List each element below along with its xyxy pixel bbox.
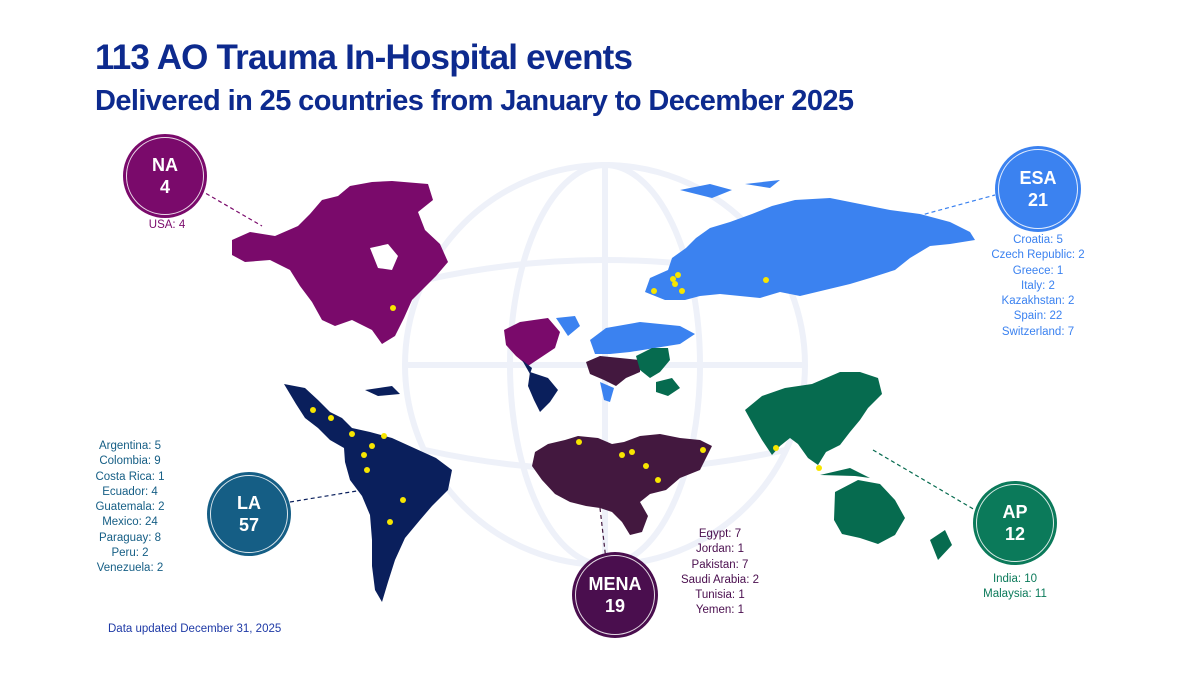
ap-region-shape — [745, 372, 882, 465]
esa-region-shape — [645, 198, 975, 300]
country-item: Paraguay: 8 — [98, 531, 161, 544]
data-updated-note: Data updated December 31, 2025 — [108, 623, 282, 635]
la-region-badge[interactable]: LA 57 — [207, 472, 291, 556]
ap-region-total: 12 — [1004, 524, 1026, 544]
na-leader-line — [199, 189, 263, 227]
ap-region-badge[interactable]: AP 12 — [973, 481, 1057, 565]
country-item: Kazakhstan: 2 — [1001, 295, 1075, 308]
na-region-shape — [232, 181, 448, 344]
country-item: Jordan: 1 — [696, 543, 744, 556]
na-country-list: USA: 4 — [127, 218, 207, 233]
esa-region-badge[interactable]: ESA 21 — [995, 146, 1081, 232]
country-item: Costa Rica: 1 — [95, 470, 165, 483]
mena-region-code: MENA — [588, 574, 642, 594]
country-item: Tunisia: 1 — [695, 589, 745, 602]
ap-region-code: AP — [1002, 502, 1028, 522]
country-item: Argentina: 5 — [98, 440, 161, 452]
la-region-total: 57 — [238, 515, 260, 535]
country-item: Malaysia: 11 — [983, 588, 1047, 601]
country-item: Croatia: 5 — [1013, 234, 1063, 246]
mena-region-total: 19 — [604, 596, 626, 616]
country-item: Spain: 22 — [1013, 310, 1063, 323]
country-item: Greece: 1 — [1012, 264, 1064, 277]
country-item: Italy: 2 — [1021, 279, 1055, 292]
mena-leader-line — [599, 507, 607, 561]
subtitle-bold: 25 countries from January to December 20… — [259, 85, 854, 117]
event-markers — [310, 272, 822, 525]
country-item: Pakistan: 7 — [691, 558, 749, 571]
page-title: 113 AO Trauma In-Hospital events — [95, 38, 633, 77]
country-item: India: 10 — [992, 573, 1038, 585]
country-item: Colombia: 9 — [99, 455, 161, 468]
subtitle-prefix: Delivered in — [95, 85, 260, 117]
country-item: Saudi Arabia: 2 — [680, 573, 759, 586]
mini-world-map — [504, 316, 695, 412]
mena-region-shape — [532, 434, 712, 535]
mena-country-list: Egypt: 7 Jordan: 1 Pakistan: 7 Saudi Ara… — [670, 527, 770, 619]
country-item: Guatemala: 2 — [95, 501, 165, 514]
country-item: Venezuela: 2 — [96, 562, 164, 575]
na-region-code: NA — [152, 155, 178, 175]
country-item: Switzerland: 7 — [1001, 325, 1075, 338]
ap-leader-line — [872, 449, 976, 511]
country-item: USA: 4 — [148, 219, 186, 231]
la-region-shape — [284, 384, 452, 602]
la-region-code: LA — [237, 493, 261, 513]
esa-region-code: ESA — [1019, 168, 1057, 188]
country-item: Yemen: 1 — [695, 604, 745, 617]
country-item: Egypt: 7 — [698, 528, 742, 540]
country-item: Mexico: 24 — [102, 516, 158, 529]
na-region-badge[interactable]: NA 4 — [123, 134, 207, 218]
ap-country-list: India: 10 Malaysia: 11 — [975, 572, 1055, 603]
la-country-list: Argentina: 5 Colombia: 9 Costa Rica: 1 E… — [85, 439, 175, 577]
esa-leader-line — [917, 194, 996, 217]
esa-country-list: Croatia: 5 Czech Republic: 2 Greece: 1 I… — [978, 233, 1098, 340]
esa-region-total: 21 — [1027, 190, 1049, 210]
page-subtitle: Delivered in 25 countries from January t… — [95, 85, 854, 118]
country-item: Ecuador: 4 — [102, 485, 158, 498]
na-region-total: 4 — [159, 177, 170, 197]
mena-region-badge[interactable]: MENA 19 — [572, 552, 658, 638]
country-item: Peru: 2 — [111, 547, 149, 560]
country-item: Czech Republic: 2 — [991, 249, 1085, 262]
